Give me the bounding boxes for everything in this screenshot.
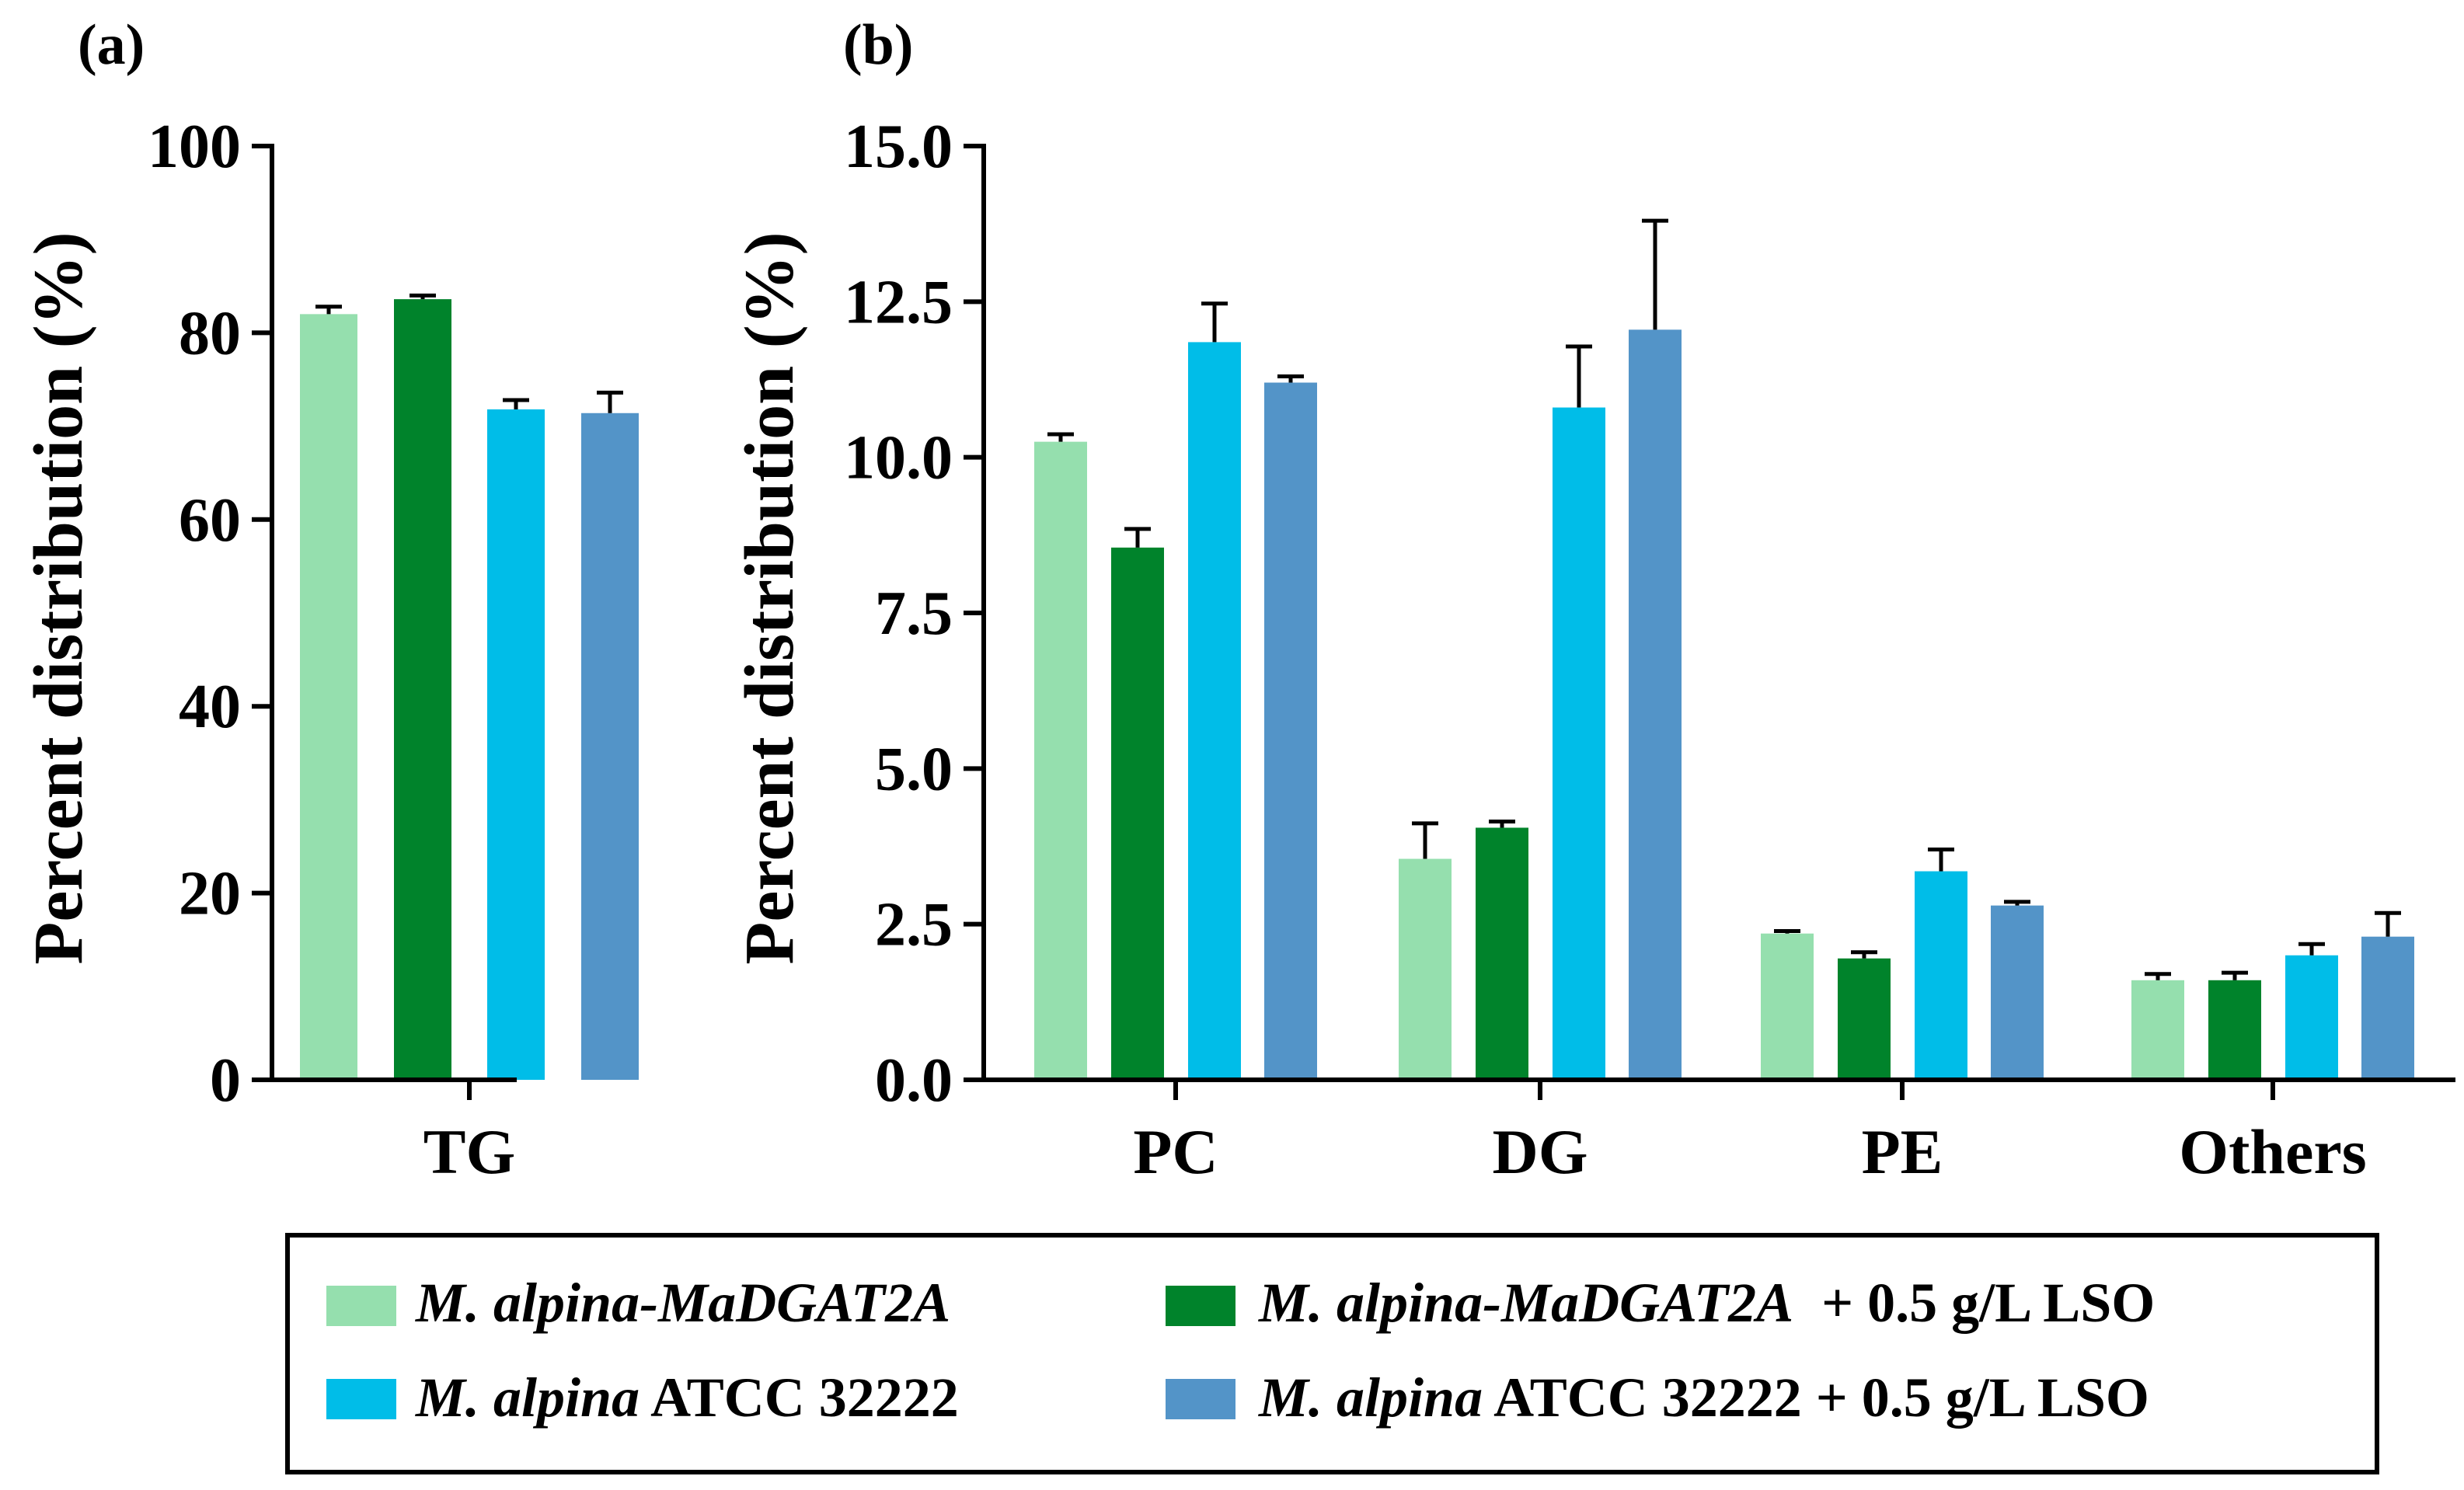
legend-label-2: M. alpina-MaDGAT2A + 0.5 g/L LSO xyxy=(1258,1272,2155,1334)
legend-label-3: M. alpina ATCC 32222 xyxy=(415,1366,959,1429)
legend-swatch-2 xyxy=(1166,1286,1235,1326)
legend: M. alpina-MaDGAT2A M. alpina-MaDGAT2A + … xyxy=(285,1233,2379,1474)
panel-b-label: (b) xyxy=(843,13,913,77)
panel-b-plot: 0.0 2.5 5.0 7.5 10.0 12.5 15.0 PC DG PE Others xyxy=(844,113,2455,1187)
legend-swatch-4 xyxy=(1166,1379,1235,1419)
panel-a-y-axis-title: Percent distribution (%) xyxy=(20,232,97,964)
panel-b-bar-dg-series-3 xyxy=(1553,407,1605,1080)
panel-b-bar-dg-series-2 xyxy=(1476,827,1528,1080)
panel-a-y-tick-label: 60 xyxy=(179,486,241,555)
panel-b-y-tick-label: 7.5 xyxy=(875,580,953,648)
panel-b-bar-others-series-2 xyxy=(2208,980,2261,1080)
panel-b-y-tick-label: 12.5 xyxy=(844,268,953,336)
panel-b-bar-pe-series-4 xyxy=(1991,905,2044,1080)
panel-b-x-tick-label: Others xyxy=(2179,1116,2366,1187)
panel-a-plot: 0 20 40 60 80 100 TG xyxy=(148,113,639,1187)
panel-b-bar-pe-series-3 xyxy=(1915,871,1967,1080)
panel-b-bar-others-series-1 xyxy=(2131,980,2184,1080)
panel-a-y-tick-label: 100 xyxy=(148,113,241,181)
panel-a-y-tick-label: 0 xyxy=(210,1046,241,1115)
panel-b-x-tick-label: PC xyxy=(1133,1116,1218,1187)
panel-b-y-tick-label: 5.0 xyxy=(875,735,953,803)
panel-b-bar-others-series-3 xyxy=(2285,955,2338,1080)
panel-a-bar-tg-series-2 xyxy=(394,299,451,1080)
legend-label-1: M. alpina-MaDGAT2A xyxy=(415,1272,950,1334)
panel-b-bar-pe-series-2 xyxy=(1838,958,1891,1080)
legend-swatch-1 xyxy=(326,1286,396,1326)
legend-label-4: M. alpina ATCC 32222 + 0.5 g/L LSO xyxy=(1258,1366,2149,1429)
panel-b-bar-dg-series-4 xyxy=(1629,329,1682,1081)
panel-b-bar-others-series-4 xyxy=(2361,936,2414,1080)
panel-b-bar-pc-series-3 xyxy=(1188,342,1241,1080)
panel-a-y-tick-label: 80 xyxy=(179,299,241,367)
legend-frame xyxy=(285,1233,2379,1474)
panel-b-y-tick-label: 2.5 xyxy=(875,891,953,959)
panel-a-x-tick-label: TG xyxy=(423,1116,515,1187)
panel-b-y-tick-label: 15.0 xyxy=(844,113,953,181)
panel-b-bar-dg-series-1 xyxy=(1399,858,1452,1080)
panel-a-y-tick-label: 40 xyxy=(179,673,241,741)
panel-a-bar-tg-series-3 xyxy=(487,409,545,1080)
panel-a-label: (a) xyxy=(78,13,145,77)
panel-b-bar-pe-series-1 xyxy=(1761,933,1814,1080)
panel-a-bar-tg-series-1 xyxy=(300,314,357,1080)
legend-swatch-3 xyxy=(326,1379,396,1419)
panel-b-y-tick-label: 10.0 xyxy=(844,424,953,493)
panel-b-bar-pc-series-2 xyxy=(1111,547,1164,1080)
panel-b-x-tick-label: PE xyxy=(1862,1116,1943,1187)
panel-a-y-tick-label: 20 xyxy=(179,860,241,928)
panel-b-y-axis-title: Percent distribution (%) xyxy=(731,232,808,964)
panel-b-bar-pc-series-1 xyxy=(1034,441,1087,1080)
panel-a-bar-tg-series-4 xyxy=(581,413,639,1080)
panel-b-y-tick-label: 0.0 xyxy=(875,1046,953,1115)
panel-b-bar-pc-series-4 xyxy=(1264,382,1317,1080)
panel-b-x-tick-label: DG xyxy=(1493,1116,1588,1187)
